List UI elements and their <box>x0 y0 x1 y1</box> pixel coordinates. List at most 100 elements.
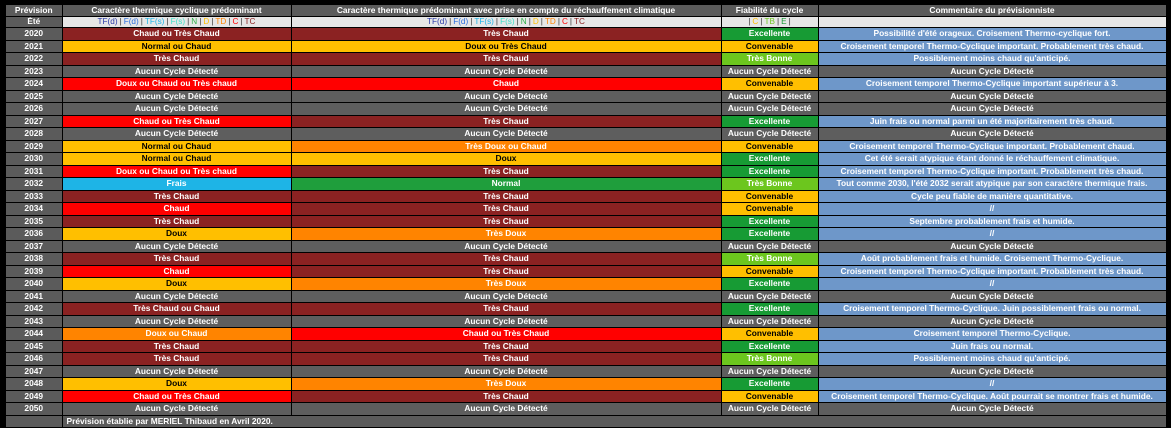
year-cell: 2032 <box>6 177 63 191</box>
legend-thermal-a-2: F(d) <box>123 17 139 26</box>
year-cell: 2022 <box>6 52 63 66</box>
forecast-table: Prévision Caractère thermique cyclique p… <box>6 5 1167 428</box>
reliability-cell: Aucun Cycle Détecté <box>721 290 819 303</box>
reliability-cell: Convenable <box>721 265 819 278</box>
predominant-cell: Très Chaud ou Chaud <box>62 302 292 316</box>
legend-thermal-b-7: | <box>516 17 519 26</box>
forecast-row: 2031 Doux ou Chaud ou Très chaud Très Chau… <box>6 165 1167 178</box>
year-cell: 2029 <box>6 140 63 153</box>
legend-thermal-predominant: TF(d) | F(d) | TF(s) | F(s) | N | D | TD | C | TC <box>62 16 292 28</box>
forecast-row: 2021 Normal ou Chaud Doux ou Très Chaud Con… <box>6 40 1167 53</box>
predominant-cell: Aucun Cycle Détecté <box>62 90 292 103</box>
comment-cell: Croisement temporel Thermo-Cyclique. <box>818 327 1167 341</box>
reliability-cell: Aucun Cycle Détecté <box>721 65 819 78</box>
legend-thermal-a-0: TF(d) <box>97 17 118 26</box>
predominant-cell: Très Chaud <box>62 52 292 66</box>
forecast-row: 2024 Doux ou Chaud ou Très chaud Chaud Conv… <box>6 77 1167 91</box>
year-cell: 2046 <box>6 352 63 366</box>
year-cell: 2031 <box>6 165 63 178</box>
predominant-cell: Très Chaud <box>62 215 292 228</box>
forecast-row: 2037 Aucun Cycle Détecté Aucun Cycle Détec… <box>6 240 1167 253</box>
year-cell: 2030 <box>6 152 63 166</box>
predominant-cell: Doux ou Chaud ou Très chaud <box>62 77 292 91</box>
forecast-row: 2026 Aucun Cycle Détecté Aucun Cycle Détec… <box>6 102 1167 116</box>
legend-thermal-a-9: | <box>199 17 202 26</box>
forecast-row: 2039 Chaud Très Chaud Convenable Croisement … <box>6 265 1167 278</box>
forecast-row: 2034 Chaud Très Chaud Convenable// <box>6 202 1167 216</box>
comment-cell: Possibilité d'été orageux. Croisement Th… <box>818 27 1167 41</box>
header-year: Prévision <box>6 5 63 17</box>
warming-cell: Doux <box>291 152 722 166</box>
comment-cell: Cet été serait atypique étant donné le r… <box>818 152 1167 166</box>
predominant-cell: Chaud ou Très Chaud <box>62 27 292 41</box>
legend-thermal-warming: TF(d) | F(d) | TF(s) | F(s) | N | D | TD | C | TC <box>291 16 722 28</box>
warming-cell: Très Chaud <box>291 215 722 228</box>
reliability-cell: Très Bonne <box>721 177 819 191</box>
warming-cell: Très Chaud <box>291 202 722 216</box>
year-cell: 2038 <box>6 252 63 266</box>
predominant-cell: Aucun Cycle Détecté <box>62 290 292 303</box>
forecast-row: 2041 Aucun Cycle Détecté Aucun Cycle Détec… <box>6 290 1167 303</box>
reliability-cell: Convenable <box>721 202 819 216</box>
forecast-row: 2047 Aucun Cycle Détecté Aucun Cycle Détec… <box>6 365 1167 378</box>
warming-cell: Très Chaud <box>291 252 722 266</box>
reliability-cell: Convenable <box>721 327 819 341</box>
predominant-cell: Doux <box>62 277 292 291</box>
forecast-row: 2044 Doux ou Chaud Chaud ou Très Chaud Conv… <box>6 327 1167 341</box>
legend-thermal-b-0: TF(d) <box>427 17 448 26</box>
legend-thermal-a-10: D <box>203 17 210 26</box>
predominant-cell: Aucun Cycle Détecté <box>62 365 292 378</box>
header-comment: Commentaire du prévisionniste <box>818 5 1167 17</box>
comment-cell: // <box>818 202 1167 216</box>
legend-thermal-b-11: | <box>540 17 543 26</box>
predominant-cell: Chaud ou Très Chaud <box>62 115 292 128</box>
year-cell: 2049 <box>6 390 63 403</box>
legend-reliability-6: | <box>788 17 791 26</box>
legend-reliability-2: | <box>760 17 763 26</box>
comment-cell: Possiblement moins chaud qu'anticipé. <box>818 52 1167 66</box>
forecast-row: 2030 Normal ou Chaud Doux Excellente Cet été… <box>6 152 1167 166</box>
legend-reliability-3: TB <box>764 17 775 26</box>
warming-cell: Très Chaud <box>291 165 722 178</box>
warming-cell: Très Doux <box>291 377 722 391</box>
warming-cell: Très Chaud <box>291 390 722 403</box>
warming-cell: Très Chaud <box>291 27 722 41</box>
legend-thermal-a-11: | <box>211 17 214 26</box>
legend-thermal-a-1: | <box>119 17 122 26</box>
year-cell: 2050 <box>6 402 63 416</box>
comment-cell: Août probablement frais et humide. Crois… <box>818 252 1167 266</box>
subheader-year: Été <box>6 16 63 28</box>
predominant-cell: Frais <box>62 177 292 191</box>
reliability-cell: Très Bonne <box>721 352 819 366</box>
forecast-rows: 2020 Chaud ou Très Chaud Très Chaud Excelle… <box>6 27 1167 416</box>
comment-cell: // <box>818 227 1167 241</box>
warming-cell: Aucun Cycle Détecté <box>291 65 722 78</box>
reliability-cell: Convenable <box>721 390 819 403</box>
legend-thermal-a-16: TC <box>244 17 256 26</box>
forecast-row: 2043 Aucun Cycle Détecté Aucun Cycle Détec… <box>6 315 1167 328</box>
legend-thermal-b-4: TF(s) <box>474 17 494 26</box>
forecast-row: 2050 Aucun Cycle Détecté Aucun Cycle Détec… <box>6 402 1167 416</box>
year-cell: 2025 <box>6 90 63 103</box>
legend-thermal-b-5: | <box>495 17 499 26</box>
comment-cell: Aucun Cycle Détecté <box>818 365 1167 378</box>
predominant-cell: Chaud <box>62 202 292 216</box>
comment-cell: Juin frais ou normal. <box>818 340 1167 353</box>
comment-cell: // <box>818 277 1167 291</box>
year-cell: 2034 <box>6 202 63 216</box>
year-cell: 2035 <box>6 215 63 228</box>
warming-cell: Normal <box>291 177 722 191</box>
year-cell: 2027 <box>6 115 63 128</box>
comment-cell: Aucun Cycle Détecté <box>818 240 1167 253</box>
year-cell: 2048 <box>6 377 63 391</box>
predominant-cell: Normal ou Chaud <box>62 152 292 166</box>
reliability-cell: Convenable <box>721 190 819 203</box>
predominant-cell: Très Chaud <box>62 252 292 266</box>
header-warming: Caractère thermique prédominant avec pri… <box>291 5 722 17</box>
predominant-cell: Doux ou Chaud ou Très chaud <box>62 165 292 178</box>
warming-cell: Aucun Cycle Détecté <box>291 290 722 303</box>
forecast-row: 2040 Doux Très Doux Excellente// <box>6 277 1167 291</box>
forecast-row: 2025 Aucun Cycle Détecté Aucun Cycle Détec… <box>6 90 1167 103</box>
comment-cell: // <box>818 377 1167 391</box>
year-cell: 2036 <box>6 227 63 241</box>
